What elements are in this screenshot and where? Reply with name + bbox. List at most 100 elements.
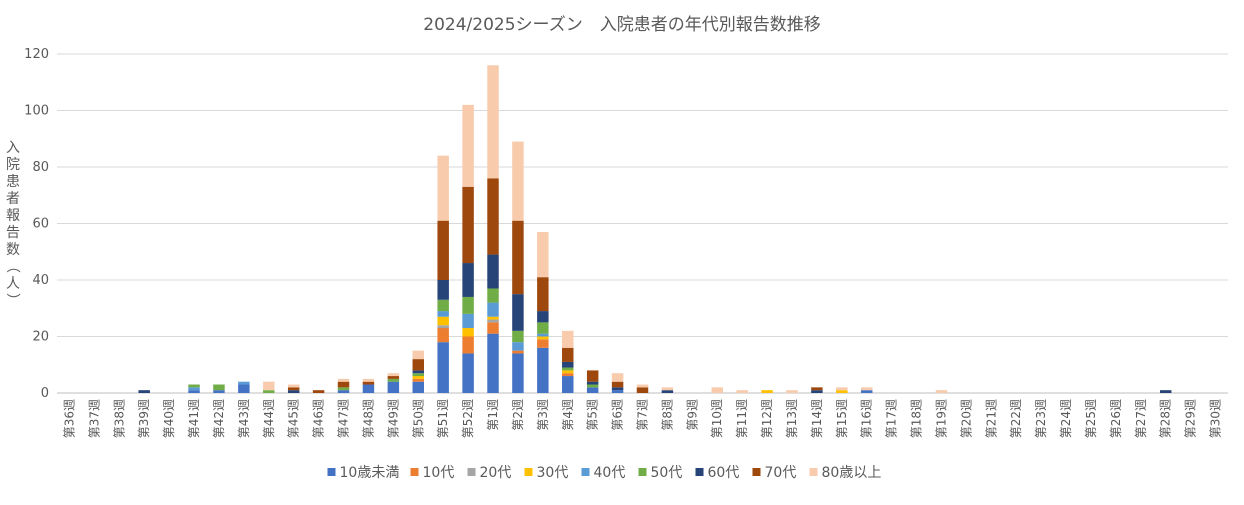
bar-segment (337, 378, 350, 382)
x-tick-label: 第5週 (586, 399, 600, 431)
gridlines (57, 53, 1228, 394)
y-tick-label: 80 (32, 160, 49, 175)
bar-segment (362, 378, 375, 382)
bar-segment (586, 384, 599, 388)
bar-segment (188, 384, 200, 388)
chart-title: 2024/2025シーズン 入院患者の年代別報告数推移 (423, 15, 820, 35)
x-tick-label: 第7週 (636, 399, 650, 431)
y-tick-label: 40 (32, 273, 49, 288)
bar-segment (562, 367, 574, 371)
y-axis-label-char: （ (4, 259, 20, 273)
x-tick-label: 第10週 (710, 399, 724, 438)
x-tick-label: 第13週 (785, 399, 799, 438)
x-tick-label: 第39週 (137, 399, 151, 438)
bar-segment (487, 319, 499, 323)
y-tick-label: 60 (32, 217, 49, 232)
bar-segment (487, 178, 499, 255)
bar-segment (861, 387, 873, 391)
bar-segment (512, 294, 524, 331)
bar-segment (462, 263, 474, 297)
y-axis-label-char: 告 (6, 225, 20, 241)
bar-segment (487, 302, 499, 317)
x-tick-label: 第30週 (1209, 399, 1223, 438)
y-axis-label-char: 院 (6, 157, 20, 173)
bar-segment (586, 381, 599, 385)
bar-segment (537, 277, 549, 312)
bar-segment (437, 155, 449, 221)
bar-segment (437, 299, 449, 312)
bar-segment (437, 328, 449, 343)
legend-swatch (524, 468, 533, 476)
legend-swatch (638, 468, 647, 476)
x-tick-label: 第48週 (361, 399, 375, 438)
bar-segment (512, 220, 524, 295)
x-tick-label: 第37週 (87, 399, 101, 438)
bar-segment (337, 390, 350, 393)
bar-segment (412, 359, 424, 371)
bar-segment (861, 390, 873, 393)
bar-segment (786, 390, 798, 393)
bar-segment (412, 350, 424, 360)
x-tick-label: 第19週 (934, 399, 948, 438)
x-tick-label: 第26週 (1109, 399, 1123, 438)
bar-segment (537, 333, 549, 337)
bar-segment (935, 390, 948, 393)
y-axis-label-char: 報 (6, 208, 20, 224)
bar-segment (462, 353, 474, 393)
bar-segment (487, 65, 499, 179)
x-tick-label: 第45週 (287, 399, 301, 438)
bar-segment (287, 387, 300, 391)
bar-segment (537, 339, 549, 348)
bar-segment (811, 387, 823, 391)
bar-segment (387, 378, 400, 382)
bar-segment (213, 390, 225, 393)
bar-segment (562, 361, 574, 368)
bar-segment (487, 322, 499, 334)
x-tick-label: 第16週 (860, 399, 874, 438)
x-tick-label: 第9週 (685, 399, 699, 431)
bar-segment (562, 370, 574, 374)
legend-swatch (410, 468, 419, 476)
x-tick-label: 第8週 (660, 399, 674, 431)
bar-segment (562, 347, 574, 362)
bar-segment (412, 378, 424, 382)
x-tick-label: 第29週 (1184, 399, 1198, 438)
bar-segment (711, 387, 723, 393)
bar-segment (362, 381, 375, 385)
bar-segment (537, 231, 549, 278)
bar-segment (512, 353, 524, 393)
bar-segment (138, 390, 150, 393)
x-tick-label: 第15週 (835, 399, 849, 438)
legend-swatch (467, 468, 476, 476)
bar-segment (412, 373, 424, 377)
bar-segment (611, 381, 624, 388)
y-axis-label-char: ） (4, 293, 20, 307)
bar-segment (287, 390, 300, 393)
bar-segment (811, 390, 823, 393)
legend-label: 70代 (765, 465, 797, 481)
bar-segment (412, 370, 424, 374)
y-tick-label: 120 (24, 47, 49, 62)
bar-segment (661, 390, 674, 393)
x-tick-label: 第40週 (162, 399, 176, 438)
legend-swatch (327, 468, 336, 476)
bar-segment (736, 390, 748, 393)
bar-segment (437, 342, 449, 393)
bar-segment (761, 390, 773, 393)
bar-segment (462, 186, 474, 264)
legend-swatch (809, 468, 818, 476)
bar-segment (387, 381, 400, 393)
legend-label: 20代 (480, 465, 512, 481)
legend-label: 40代 (594, 465, 626, 481)
bar-segment (213, 384, 225, 391)
y-axis-ticks: 0 20 40 60 80 100 120 (24, 47, 49, 401)
x-axis-ticks: 第36週 第37週 第38週 第39週 第40週 第41週 第42週 第43週 第44週 第45週… (62, 399, 1222, 438)
bar-segment (263, 381, 275, 391)
legend: 10歳未満 10代 20代 30代 40代 50代 60代 70代 80歳以上 (327, 465, 881, 481)
x-tick-label: 第1週 (486, 399, 500, 431)
x-tick-label: 第49週 (386, 399, 400, 438)
x-tick-label: 第46週 (312, 399, 326, 438)
x-tick-label: 第21週 (984, 399, 998, 438)
bar-segment (487, 333, 499, 393)
